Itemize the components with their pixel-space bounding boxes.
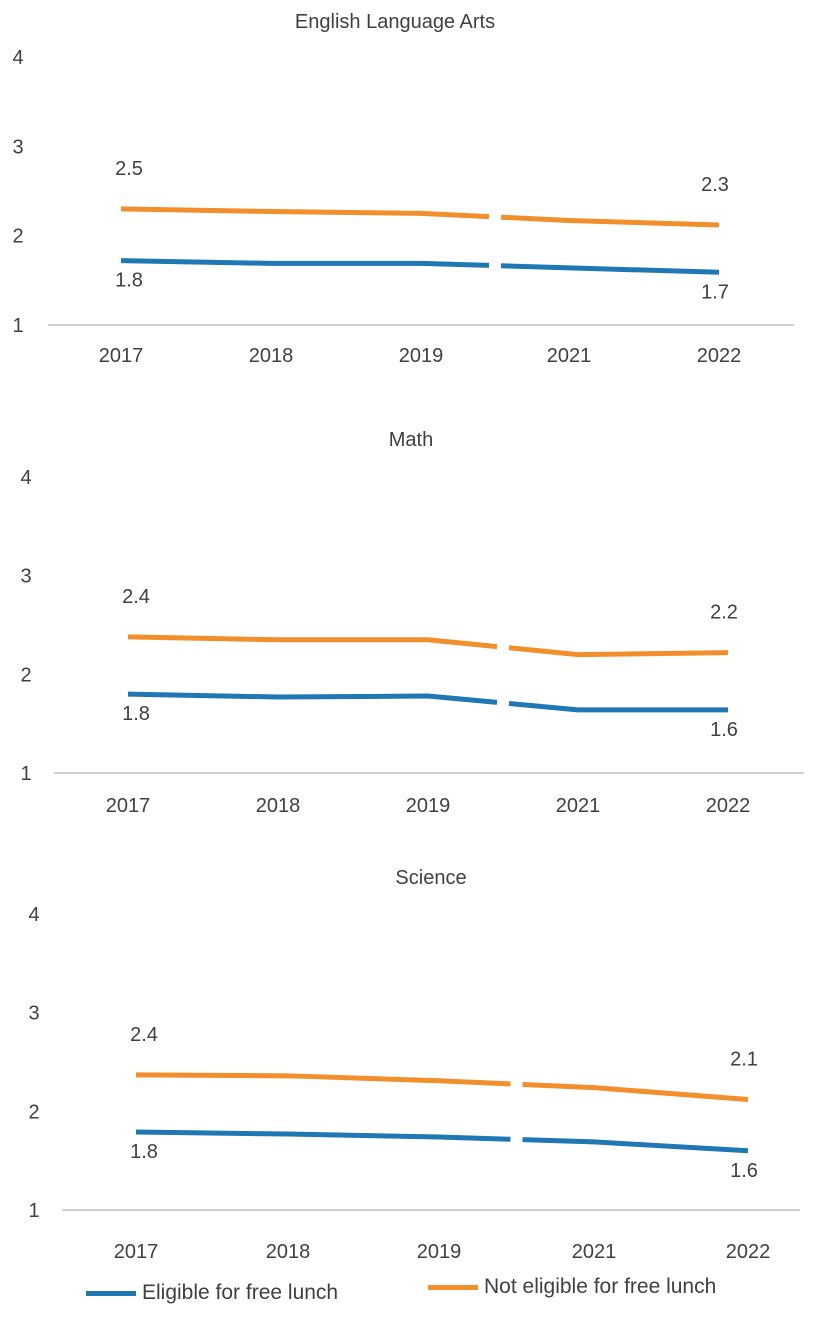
x-tick-label: 2017 [99,345,144,367]
y-tick-label: 3 [20,566,31,588]
x-tick-label: 2021 [547,345,592,367]
x-tick-label: 2021 [556,795,601,817]
series-line-eligible [127,691,728,713]
x-tick-label: 2022 [726,1241,771,1263]
x-tick-label: 2019 [406,795,451,817]
y-tick-label: 4 [12,47,23,69]
chart-svg-ela: English Language Arts 1 2 3 4 2017 2018 2019 202… [12,11,794,367]
x-tick-label: 2019 [417,1241,462,1263]
x-tick-label: 2018 [256,795,301,817]
x-tick-label: 2021 [572,1241,617,1263]
data-label: 2.2 [710,602,738,624]
data-label: 1.7 [701,281,729,303]
y-tick-label: 2 [12,226,23,248]
chart-svg-math: Math 1 2 3 4 2017 2018 2019 2021 2022 2.4 2.2 1.8 1.6 [20,429,804,817]
series-line-eligible [135,1129,749,1154]
data-label: 1.6 [730,1160,758,1182]
data-label: 2.3 [701,174,729,196]
y-tick-label: 3 [12,136,23,158]
y-tick-label: 1 [20,763,31,785]
data-label: 1.6 [710,719,738,741]
y-tick-label: 1 [28,1200,39,1222]
data-label: 1.8 [115,270,143,292]
chart-svg-science: Science 1 2 3 4 2017 2018 2019 2021 2022 2.4 2.1 1.8… [28,867,800,1263]
series-line-not-eligible [127,634,729,658]
series-line-not-eligible [120,206,720,228]
chart-title: Science [395,867,466,889]
x-tick-label: 2017 [106,795,151,817]
data-label: 2.1 [730,1048,758,1070]
y-tick-label: 4 [20,467,31,489]
chart-legend: Eligible for free lunch Not eligible for… [0,1275,814,1315]
chart-title: Math [389,429,433,451]
legend-item-not-eligible: Not eligible for free lunch [428,1275,716,1299]
x-tick-label: 2022 [697,345,742,367]
y-tick-label: 4 [28,904,39,926]
chart-title: English Language Arts [295,11,495,33]
legend-swatch-eligible [86,1290,136,1296]
legend-label-eligible: Eligible for free lunch [142,1281,339,1304]
y-tick-label: 2 [20,664,31,686]
data-label: 2.5 [115,158,143,180]
legend-item-eligible: Eligible for free lunch [86,1281,338,1305]
x-tick-label: 2022 [706,795,751,817]
x-tick-label: 2018 [249,345,294,367]
y-tick-label: 2 [28,1101,39,1123]
legend-label-not-eligible: Not eligible for free lunch [484,1275,717,1298]
x-tick-label: 2019 [399,345,444,367]
data-label: 2.4 [122,586,150,608]
series-line-eligible [120,258,720,275]
x-tick-label: 2018 [266,1241,311,1263]
data-label: 1.8 [130,1141,158,1163]
data-label: 2.4 [130,1024,158,1046]
x-tick-label: 2017 [114,1241,159,1263]
y-tick-label: 3 [28,1003,39,1025]
series-line-not-eligible [135,1072,749,1102]
y-tick-label: 1 [12,315,23,337]
data-label: 1.8 [122,703,150,725]
legend-swatch-not-eligible [428,1284,478,1290]
